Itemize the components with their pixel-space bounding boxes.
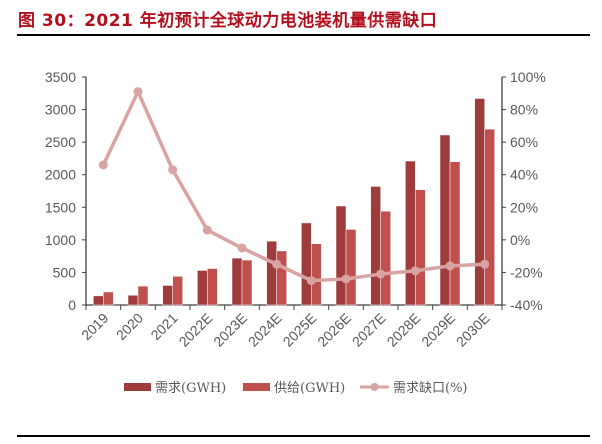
demand-bar [231, 257, 243, 306]
left-tick-label: 1000 [45, 232, 76, 248]
left-tick-label: 500 [53, 264, 77, 280]
gap-point [480, 259, 490, 269]
demand-bar [405, 160, 416, 306]
demand-bar [197, 270, 208, 306]
gap-point [133, 87, 143, 97]
gap-point [202, 225, 212, 235]
legend-supply-swatch [243, 383, 270, 391]
supply-bar [103, 291, 114, 306]
supply-bar [276, 250, 287, 306]
supply-bar [207, 268, 218, 306]
gap-point [272, 259, 282, 269]
supply-bar [415, 189, 426, 306]
left-tick-label: 1500 [45, 199, 76, 215]
supply-bar [345, 229, 357, 306]
right-tick-label: 40% [510, 167, 538, 183]
supply-bar [137, 285, 149, 306]
demand-bar [266, 240, 277, 306]
demand-bar [301, 222, 312, 306]
demand-bar [162, 285, 173, 306]
right-tick-label: 80% [510, 102, 538, 118]
demand-bar [335, 205, 347, 306]
gap-point [376, 269, 386, 279]
right-tick-label: 0% [510, 232, 530, 248]
x-tick-label: 2020 [113, 310, 146, 343]
supply-bar [241, 259, 253, 306]
gap-point [306, 276, 316, 286]
gap-point [237, 243, 247, 253]
x-tick-label: 2028E [384, 310, 424, 350]
gap-point [98, 160, 108, 170]
x-tick-label: 2025E [280, 310, 320, 350]
gap-point [341, 274, 351, 284]
right-tick-label: 60% [510, 134, 538, 150]
x-tick-label: 2019 [78, 310, 111, 343]
demand-bar [93, 295, 104, 306]
x-tick-label: 2023E [210, 310, 250, 350]
demand-bar [127, 294, 139, 306]
x-tick-label: 2026E [314, 310, 354, 350]
legend-gap-label: 需求缺口(%) [393, 381, 468, 396]
right-tick-label: 20% [510, 199, 538, 215]
left-tick-label: 2500 [45, 134, 76, 150]
legend-supply-label: 供给(GWH) [274, 381, 345, 396]
gap-point [410, 266, 420, 276]
supply-bar [172, 276, 183, 306]
x-tick-label: 2030E [453, 310, 493, 350]
demand-bar [439, 134, 451, 306]
supply-bar [311, 243, 322, 306]
right-tick-label: 100% [510, 69, 546, 85]
legend-demand-swatch [124, 383, 151, 391]
x-tick-label: 2024E [245, 310, 285, 350]
supply-bar [484, 128, 495, 306]
demand-bar [474, 98, 485, 306]
right-tick-label: -40% [510, 297, 543, 313]
left-tick-label: 0 [68, 297, 76, 313]
chart-title: 图 30：2021 年初预计全球动力电池装机量供需缺口 [18, 11, 438, 31]
x-tick-label: 2027E [349, 310, 389, 350]
supply-bar [449, 161, 461, 306]
demand-bar [370, 186, 381, 306]
x-tick-label: 2022E [176, 310, 216, 350]
legend-gap-marker [370, 383, 379, 391]
gap-point [445, 261, 455, 271]
left-tick-label: 2000 [45, 167, 76, 183]
left-tick-label: 3500 [45, 69, 76, 85]
right-tick-label: -20% [510, 264, 543, 280]
supply-bar [380, 210, 391, 306]
top-divider [17, 34, 590, 36]
gap-point [168, 165, 178, 175]
left-tick-label: 3000 [45, 102, 76, 118]
gap-line [101, 87, 485, 283]
x-tick-label: 2029E [418, 310, 458, 350]
bottom-divider [17, 435, 590, 437]
legend-demand-label: 需求(GWH) [155, 381, 226, 396]
